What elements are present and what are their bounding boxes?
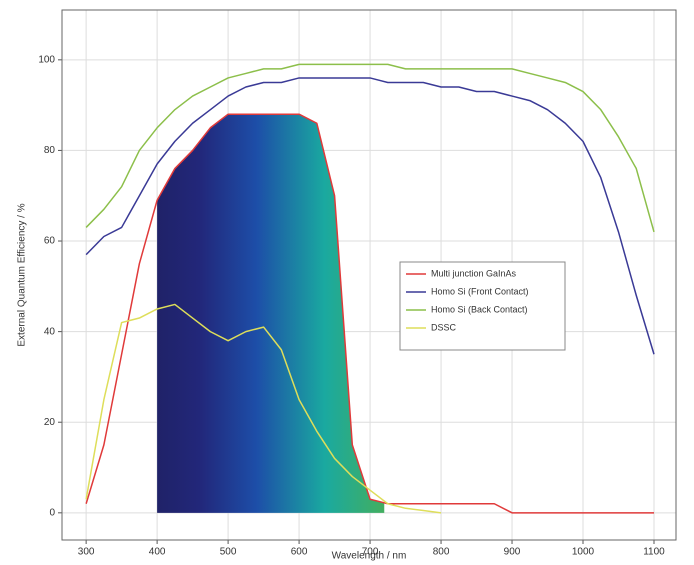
spectrum-area (157, 114, 385, 513)
y-tick-label: 0 (49, 507, 55, 518)
series-line (85, 63, 655, 233)
legend-label: Multi junction GaInAs (431, 268, 517, 278)
x-tick-label: 500 (220, 547, 237, 558)
legend-box (399, 261, 566, 351)
legend-label: Homo Si (Front Contact) (431, 286, 529, 296)
x-tick-label: 1000 (572, 547, 595, 558)
x-tick-label: 700 (362, 547, 379, 558)
y-tick-label: 80 (44, 145, 56, 156)
x-axis-label: Wavelength / nm (332, 551, 407, 562)
plot-frame (61, 9, 677, 541)
x-tick-label: 800 (433, 547, 450, 558)
legend-label: DSSC (431, 322, 457, 332)
x-tick-label: 400 (149, 547, 166, 558)
y-tick-label: 100 (38, 54, 55, 65)
y-tick-label: 20 (44, 417, 56, 428)
x-tick-label: 600 (291, 547, 308, 558)
legend-label: Homo Si (Back Contact) (431, 304, 528, 314)
series-line (85, 77, 655, 355)
series-line (85, 113, 654, 514)
x-tick-label: 900 (504, 547, 521, 558)
x-tick-label: 300 (78, 547, 95, 558)
y-tick-label: 60 (44, 236, 56, 247)
series-line (85, 303, 442, 514)
y-axis-label: External Quantum Efficiency / % (17, 203, 28, 346)
x-tick-label: 1100 (643, 547, 665, 558)
y-tick-label: 40 (44, 326, 56, 337)
